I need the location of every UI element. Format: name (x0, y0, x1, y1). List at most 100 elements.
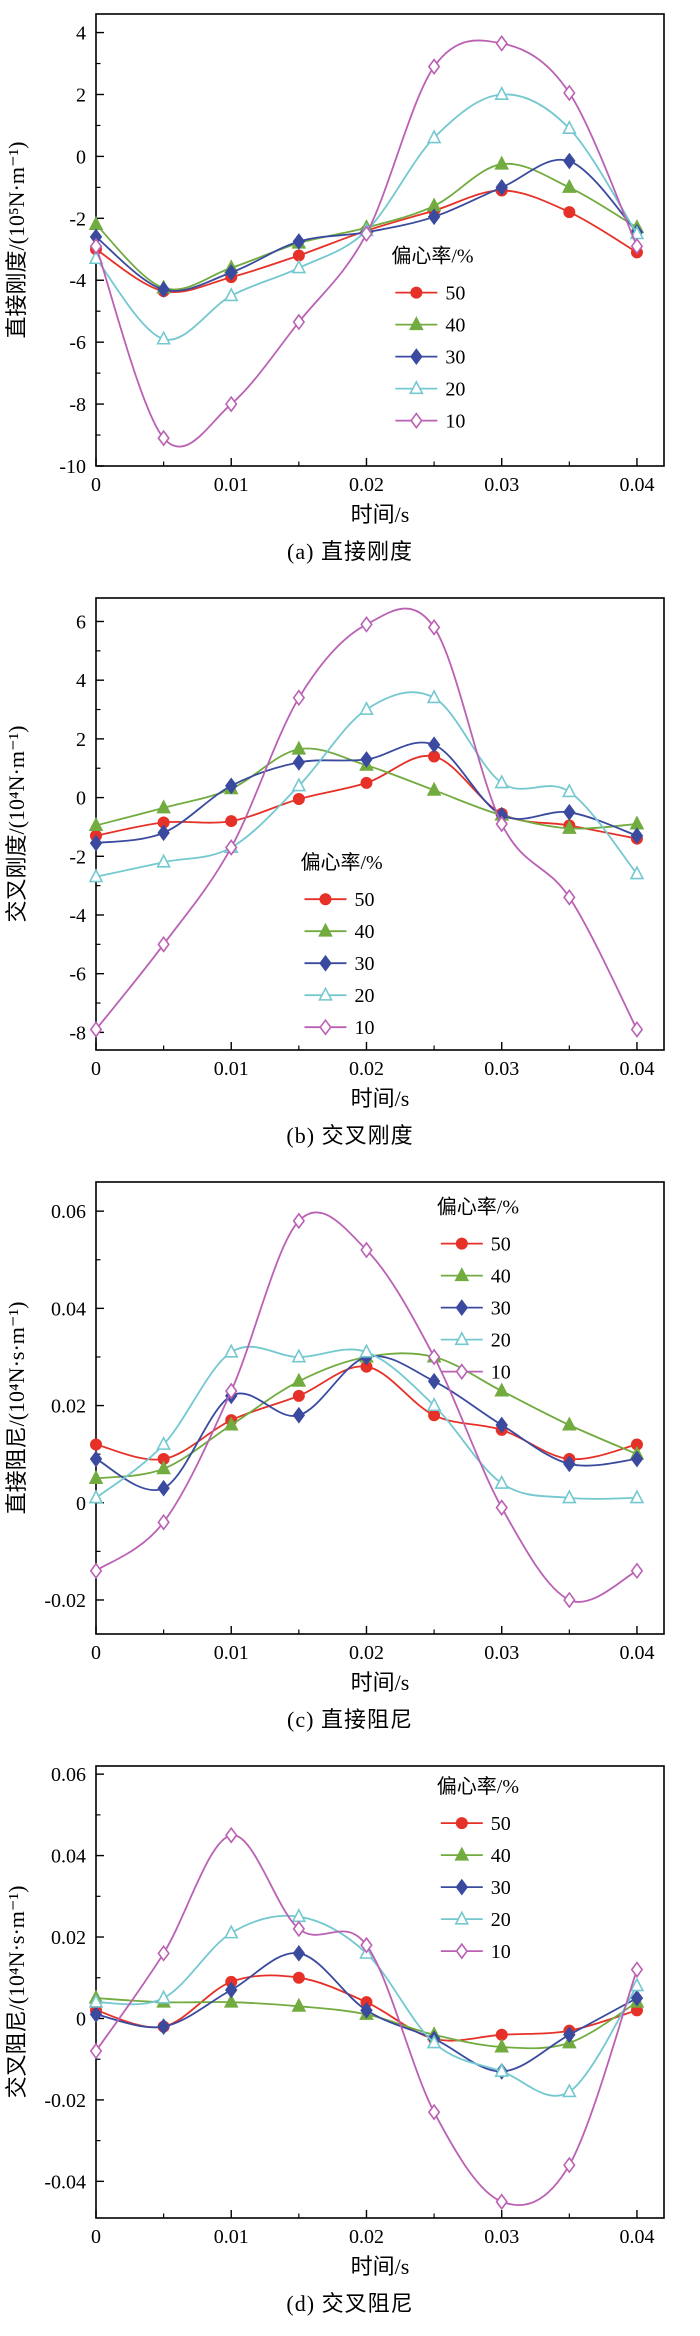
series-50-line (95, 1365, 638, 1461)
series-50-marker (90, 1438, 103, 1451)
legend: 偏心率/% 50 40 30 20 10 (391, 245, 473, 433)
x-tick-label: 0.03 (484, 2226, 519, 2248)
plot-border (95, 1181, 665, 1635)
series-20-marker (291, 259, 307, 274)
series-50-marker (563, 206, 576, 219)
series-10-marker (495, 35, 508, 52)
legend-label-30: 30 (491, 1877, 511, 1899)
series-10-marker (563, 84, 576, 102)
plot-border (95, 597, 665, 1051)
legend-sample-marker (410, 286, 423, 299)
legend-label-40: 40 (491, 1266, 511, 1288)
chart-d-canvas: 0 0.01 0.02 0.03 0.04 0.06 0.04 0.02 0 -0.02 -0.04… (4, 1764, 665, 2279)
x-tick-label: 0.04 (619, 2226, 654, 2248)
y-tick-label: 0 (76, 146, 86, 168)
series-10-marker (427, 58, 441, 75)
legend-sample-marker (455, 1942, 468, 1960)
series-40-marker (629, 815, 645, 830)
x-tick-label: 0.01 (214, 2226, 249, 2248)
legend-sample-marker (455, 1237, 468, 1250)
legend-label-40: 40 (354, 921, 374, 943)
series-20-marker (562, 2083, 577, 2098)
series-40-marker (88, 816, 104, 831)
y-axis-label: 直接刚度/(10⁵N·m⁻¹) (4, 142, 29, 339)
series-20-marker (223, 1343, 239, 1358)
x-tick-label: 0.04 (619, 1058, 654, 1080)
x-tick-label: 0.03 (484, 1058, 519, 1080)
legend-label-50: 50 (354, 889, 374, 911)
series-20-marker (223, 287, 239, 302)
y-tick-label: -0.02 (44, 1590, 86, 1612)
series-40-marker (156, 1460, 171, 1475)
series-20-marker (359, 1343, 374, 1358)
series-20-marker (88, 1489, 104, 1504)
series-10-marker (495, 1499, 508, 1516)
series-30-marker (495, 1416, 508, 1434)
y-tick-label: 4 (76, 670, 86, 692)
series-10-marker (225, 1826, 238, 1844)
series-40-marker (494, 2038, 510, 2053)
series-40-marker (88, 216, 104, 231)
x-tick-label: 0.01 (214, 1642, 249, 1664)
legend-label-30: 30 (445, 347, 465, 369)
legend-label-20: 20 (445, 379, 465, 401)
series-10-marker (157, 429, 170, 447)
y-tick-label: -6 (69, 964, 86, 986)
legend: 偏心率/% 50 40 30 20 10 (300, 851, 382, 1039)
x-tick-label: 0.02 (349, 1642, 384, 1664)
series-10-marker (292, 313, 306, 331)
series-20-marker (156, 1989, 171, 2004)
x-tick-label: 0 (91, 474, 101, 496)
series-30 (89, 736, 644, 852)
series-50-marker (225, 815, 238, 828)
legend-sample-marker (319, 893, 332, 906)
series-30 (89, 1944, 644, 2080)
series-20-marker (223, 1924, 239, 1939)
legend-title: 偏心率/% (391, 245, 473, 268)
legend-sample-marker (409, 380, 424, 395)
series-10-line (95, 1211, 638, 1603)
y-tick-label: -8 (69, 394, 86, 416)
series-10-marker (360, 225, 373, 243)
series-10-marker (89, 1021, 103, 1038)
axes: 0 0.01 0.02 0.03 0.04 0.06 0.04 0.02 0 -0.02 -0.04… (4, 1764, 665, 2279)
series-40-marker (156, 799, 171, 814)
series-20-marker (426, 129, 442, 144)
series-10-marker (292, 1212, 306, 1230)
series-30-marker (630, 1450, 644, 1468)
series-40-marker (494, 1382, 510, 1397)
legend-label-20: 20 (491, 1909, 511, 1931)
series-30-marker (89, 2006, 103, 2023)
x-tick-label: 0.01 (214, 1058, 249, 1080)
series-10-marker (360, 1241, 373, 1259)
legend-sample-marker (454, 1267, 470, 1282)
series-10-marker (360, 616, 373, 633)
legend-title: 偏心率/% (437, 1775, 519, 1798)
legend-sample-marker (410, 412, 423, 429)
series-40-marker (223, 1416, 239, 1431)
y-tick-label: 0.02 (51, 1927, 86, 1949)
series-10-marker (89, 2042, 103, 2060)
legend-label-10: 10 (491, 1941, 511, 1963)
x-tick-label: 0.04 (619, 474, 654, 496)
series-10-marker (495, 815, 508, 833)
legend-sample-marker (409, 316, 424, 331)
series-20-marker (156, 853, 171, 868)
series-20-marker (291, 1348, 307, 1363)
legend-sample-marker (318, 922, 333, 937)
series-40-marker (291, 740, 307, 755)
x-axis-label: 时间/s (351, 2254, 410, 2279)
legend-title: 偏心率/% (300, 851, 382, 874)
series-30-marker (225, 777, 238, 795)
legend-label-10: 10 (491, 1362, 511, 1384)
y-tick-label: -8 (69, 1022, 86, 1044)
chart-c-canvas: 0 0.01 0.02 0.03 0.04 0.06 0.04 0.02 0 -0.02 时间/s 直… (4, 1181, 665, 1695)
legend-label-50: 50 (445, 283, 465, 305)
x-tick-label: 0.02 (349, 1058, 384, 1080)
series-30-marker (495, 179, 508, 196)
y-tick-label: -6 (69, 332, 86, 354)
series-30-line (95, 1355, 638, 1491)
series-50 (90, 1360, 643, 1466)
series-20-marker (88, 868, 104, 883)
series-10-marker (563, 1591, 576, 1609)
